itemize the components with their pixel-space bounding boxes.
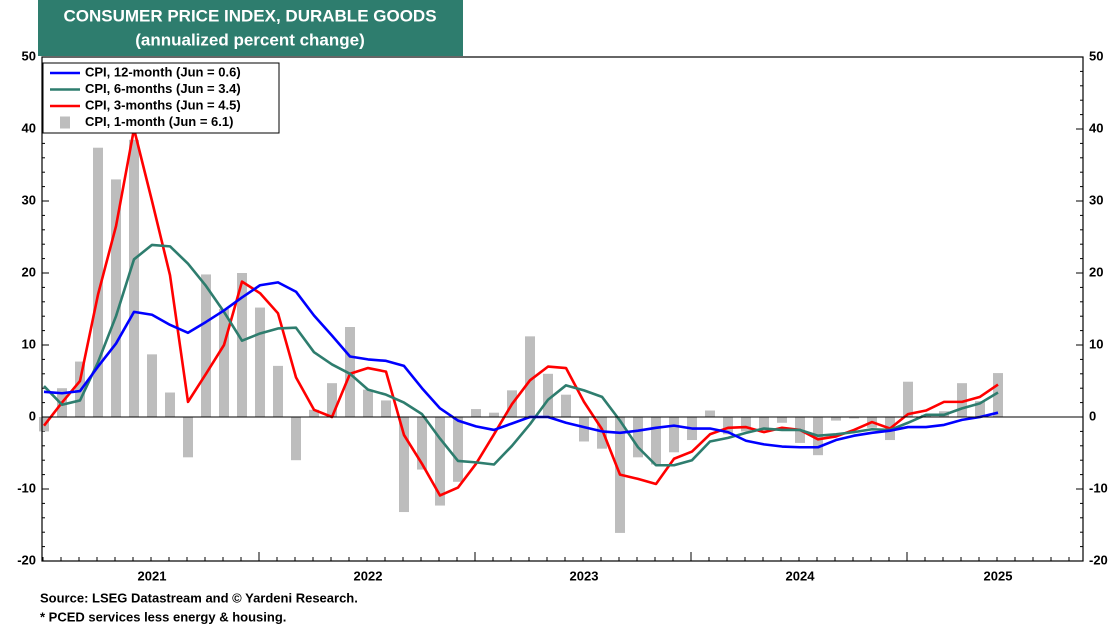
bar — [417, 417, 427, 470]
bar — [993, 373, 1003, 417]
y2-tick-label: -10 — [1089, 480, 1108, 495]
bar — [309, 409, 319, 417]
legend-label: CPI, 1-month (Jun = 6.1) — [85, 114, 233, 129]
bar — [705, 410, 715, 417]
y-tick-label: 20 — [22, 264, 36, 279]
bar — [273, 365, 283, 417]
y-tick-label: 0 — [29, 408, 36, 423]
x-tick-label: 2021 — [138, 568, 167, 583]
bar — [201, 274, 211, 417]
note: * PCED services less energy & housing. — [40, 609, 286, 624]
line-series — [42, 127, 999, 497]
bar — [291, 417, 301, 461]
y2-tick-label: 40 — [1089, 120, 1103, 135]
bar — [129, 139, 139, 418]
chart-subtitle: (annualized percent change) — [135, 30, 365, 49]
bar — [327, 383, 337, 417]
bar — [651, 417, 661, 465]
plot-frame — [41, 56, 1084, 562]
y2-tick-label: 50 — [1089, 48, 1103, 63]
bar — [219, 309, 229, 417]
bar — [489, 412, 499, 417]
bar — [435, 417, 445, 506]
bar — [597, 417, 607, 449]
bar — [453, 417, 463, 482]
title-box — [38, 0, 463, 56]
bar — [381, 400, 391, 417]
bar — [975, 401, 985, 417]
y2-tick-label: 30 — [1089, 192, 1103, 207]
y-tick-label: -20 — [17, 552, 36, 567]
bar — [471, 409, 481, 417]
bar — [633, 417, 643, 458]
bar — [561, 394, 571, 417]
bar — [399, 417, 409, 513]
bar — [957, 383, 967, 417]
bar — [777, 417, 787, 423]
y-tick-label: 30 — [22, 192, 36, 207]
y-tick-label: 10 — [22, 336, 36, 351]
bar — [741, 417, 751, 432]
bar — [543, 373, 553, 417]
y2-tick-label: -20 — [1089, 552, 1108, 567]
legend-label: CPI, 12-month (Jun = 0.6) — [85, 64, 241, 79]
legend-swatch — [60, 116, 70, 129]
bar — [237, 273, 247, 417]
source: Source: LSEG Datastream and © Yardeni Re… — [40, 590, 358, 605]
bar — [165, 392, 175, 417]
legend-label: CPI, 3-months (Jun = 4.5) — [85, 97, 241, 112]
bar — [759, 417, 769, 432]
bar — [93, 147, 103, 417]
bar — [669, 417, 679, 453]
line-series — [43, 281, 999, 449]
chart-title: CONSUMER PRICE INDEX, DURABLE GOODS — [63, 6, 436, 25]
legend-box — [42, 62, 280, 134]
bar — [255, 307, 265, 417]
y2-tick-label: 10 — [1089, 336, 1103, 351]
y-tick-label: -10 — [17, 480, 36, 495]
bar — [525, 336, 535, 417]
bar — [345, 327, 355, 417]
bar — [183, 417, 193, 458]
x-tick-label: 2025 — [984, 568, 1013, 583]
x-tick-label: 2022 — [354, 568, 383, 583]
y-tick-label: 50 — [22, 48, 36, 63]
bar — [363, 389, 373, 417]
y-tick-label: 40 — [22, 120, 36, 135]
bar — [903, 381, 913, 417]
bar — [147, 354, 157, 417]
bar — [579, 417, 589, 442]
y2-tick-label: 20 — [1089, 264, 1103, 279]
y2-tick-label: 0 — [1089, 408, 1096, 423]
bar — [831, 417, 841, 421]
bar — [849, 417, 859, 419]
line-series — [43, 243, 999, 467]
bar — [723, 417, 733, 435]
legend-label: CPI, 6-months (Jun = 3.4) — [85, 81, 241, 96]
x-tick-label: 2023 — [570, 568, 599, 583]
x-tick-label: 2024 — [786, 568, 816, 583]
bar — [111, 179, 121, 417]
